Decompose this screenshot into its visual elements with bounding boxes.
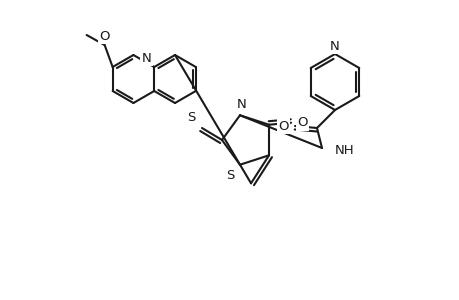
Text: N: N [141,52,151,65]
Text: N: N [330,40,339,53]
Text: NH: NH [334,143,354,157]
Text: O: O [278,119,288,133]
Text: S: S [226,169,235,182]
Text: N: N [236,98,246,111]
Text: O: O [297,116,307,129]
Text: O: O [99,30,110,43]
Text: S: S [187,111,196,124]
